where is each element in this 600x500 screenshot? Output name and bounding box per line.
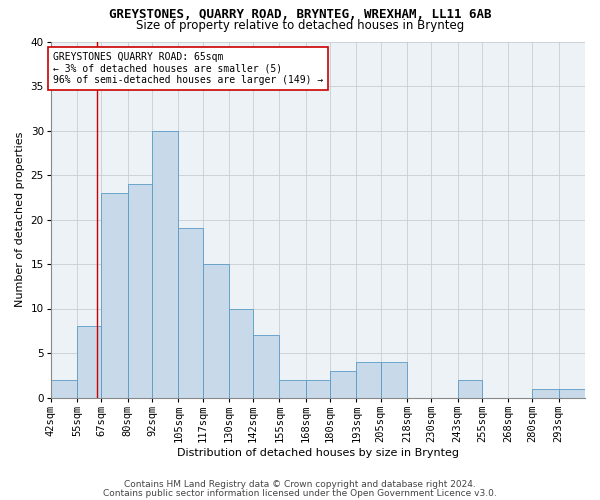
- Bar: [253, 335, 280, 398]
- Bar: [380, 362, 407, 398]
- Bar: [128, 184, 152, 398]
- Y-axis label: Number of detached properties: Number of detached properties: [15, 132, 25, 307]
- Bar: [280, 380, 306, 398]
- Bar: [152, 130, 178, 398]
- Bar: [51, 380, 77, 398]
- Bar: [178, 228, 203, 398]
- Bar: [356, 362, 380, 398]
- Bar: [77, 326, 101, 398]
- Text: Size of property relative to detached houses in Brynteg: Size of property relative to detached ho…: [136, 19, 464, 32]
- Bar: [306, 380, 330, 398]
- Bar: [532, 388, 559, 398]
- Text: GREYSTONES, QUARRY ROAD, BRYNTEG, WREXHAM, LL11 6AB: GREYSTONES, QUARRY ROAD, BRYNTEG, WREXHA…: [109, 8, 491, 20]
- Bar: [458, 380, 482, 398]
- Text: Contains HM Land Registry data © Crown copyright and database right 2024.: Contains HM Land Registry data © Crown c…: [124, 480, 476, 489]
- Bar: [203, 264, 229, 398]
- X-axis label: Distribution of detached houses by size in Brynteg: Distribution of detached houses by size …: [177, 448, 459, 458]
- Bar: [330, 371, 356, 398]
- Bar: [559, 388, 585, 398]
- Text: GREYSTONES QUARRY ROAD: 65sqm
← 3% of detached houses are smaller (5)
96% of sem: GREYSTONES QUARRY ROAD: 65sqm ← 3% of de…: [53, 52, 323, 86]
- Text: Contains public sector information licensed under the Open Government Licence v3: Contains public sector information licen…: [103, 488, 497, 498]
- Bar: [101, 193, 128, 398]
- Bar: [229, 308, 253, 398]
